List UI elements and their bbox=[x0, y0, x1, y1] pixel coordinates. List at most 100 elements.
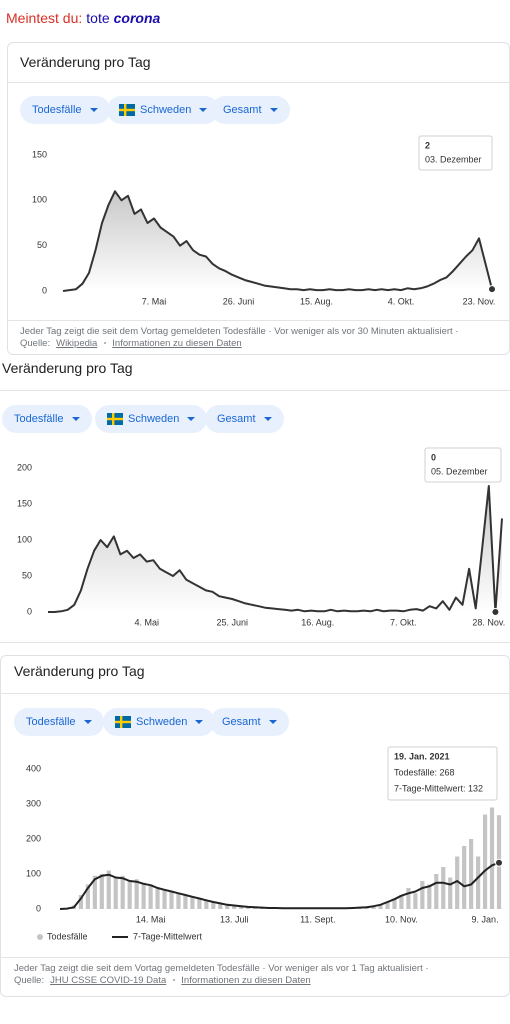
legend-label: 7-Tage-Mittelwert bbox=[133, 931, 203, 941]
bar bbox=[197, 898, 202, 909]
filter-chip[interactable]: Gesamt bbox=[211, 96, 290, 124]
filter-chip[interactable]: Todesfälle bbox=[2, 405, 92, 433]
y-tick-label: 300 bbox=[26, 798, 41, 808]
dropdown-arrow bbox=[195, 720, 204, 724]
tooltip-title: 19. Jan. 2021 bbox=[394, 751, 450, 761]
filter-chip[interactable]: Gesamt bbox=[205, 405, 284, 433]
x-tick-label: 14. Mai bbox=[136, 914, 166, 924]
bar bbox=[239, 906, 244, 909]
dropdown-arrow bbox=[268, 720, 277, 724]
y-tick-label: 100 bbox=[26, 868, 41, 878]
bar bbox=[141, 882, 146, 909]
bar bbox=[120, 875, 125, 909]
suggestion-word[interactable]: corona bbox=[113, 10, 161, 26]
filter-chip[interactable]: Schweden bbox=[95, 405, 208, 433]
y-tick-label: 200 bbox=[26, 833, 41, 843]
x-tick-label: 11. Sept. bbox=[300, 914, 335, 924]
source-label: Quelle: bbox=[20, 338, 51, 349]
flag-icon bbox=[107, 413, 123, 425]
bar bbox=[134, 879, 139, 909]
bar bbox=[85, 884, 90, 909]
x-tick-label: 4. Mai bbox=[134, 617, 159, 627]
bar bbox=[462, 846, 467, 909]
bar bbox=[413, 893, 418, 909]
line bbox=[59, 861, 500, 910]
x-tick-label: 13. Juli bbox=[220, 914, 249, 924]
bar bbox=[420, 881, 425, 909]
bar bbox=[106, 870, 111, 909]
chip-label: Gesamt bbox=[223, 104, 262, 116]
divider bbox=[0, 957, 510, 958]
dropdown-arrow bbox=[199, 108, 208, 112]
bar bbox=[392, 898, 397, 909]
bar bbox=[218, 903, 223, 909]
bar bbox=[190, 896, 195, 909]
bar bbox=[78, 895, 83, 909]
source-line: Quelle: JHU CSSE COVID-19 Data Information… bbox=[14, 975, 311, 986]
filter-chip[interactable]: Schweden bbox=[107, 96, 220, 124]
did-you-mean: Meintest du: tote corona bbox=[6, 10, 160, 26]
y-tick-label: 50 bbox=[22, 570, 32, 580]
footnote: Jeder Tag zeigt die seit dem Vortag geme… bbox=[14, 963, 429, 974]
source-link[interactable]: Wikipedia bbox=[56, 338, 98, 349]
chip-label: Todesfälle bbox=[14, 413, 64, 425]
bar bbox=[225, 904, 230, 909]
bar bbox=[169, 891, 174, 909]
bar bbox=[92, 875, 97, 909]
y-tick-label: 50 bbox=[37, 240, 47, 250]
legend-marker bbox=[37, 934, 43, 940]
legend-label: Todesfälle bbox=[47, 931, 88, 941]
dropdown-arrow bbox=[263, 417, 272, 421]
footnote: Jeder Tag zeigt die seit dem Vortag geme… bbox=[20, 326, 459, 337]
bar bbox=[385, 902, 390, 909]
divider bbox=[7, 82, 510, 83]
bar bbox=[489, 807, 495, 909]
filter-chip[interactable]: Gesamt bbox=[210, 708, 289, 736]
x-tick-label: 26. Juni bbox=[223, 296, 255, 306]
filter-chip[interactable]: Todesfälle bbox=[20, 96, 110, 124]
area-fill bbox=[63, 191, 492, 291]
chip-label: Todesfälle bbox=[32, 104, 82, 116]
source-link[interactable]: JHU CSSE COVID-19 Data bbox=[50, 975, 167, 986]
bar bbox=[482, 814, 488, 909]
tooltip-box bbox=[424, 447, 502, 483]
y-tick-label: 0 bbox=[42, 285, 47, 295]
area-fill bbox=[48, 486, 502, 612]
card-title: Veränderung pro Tag bbox=[2, 360, 133, 376]
tooltip-line: Todesfälle: 268 bbox=[394, 767, 455, 777]
dropdown-arrow bbox=[83, 720, 92, 724]
bar bbox=[371, 906, 376, 909]
filter-chip[interactable]: Todesfälle bbox=[14, 708, 104, 736]
x-tick-label: 7. Mai bbox=[142, 296, 167, 306]
line bbox=[62, 190, 493, 292]
chip-label: Todesfälle bbox=[26, 716, 76, 728]
dropdown-arrow bbox=[71, 417, 80, 421]
highlight-dot bbox=[495, 858, 503, 867]
bar bbox=[469, 839, 474, 909]
divider bbox=[0, 390, 510, 391]
y-tick-label: 200 bbox=[17, 462, 32, 472]
bar bbox=[176, 893, 181, 909]
highlight-dot bbox=[491, 608, 500, 616]
separator-dot bbox=[104, 342, 107, 345]
x-tick-label: 10. Nov. bbox=[385, 914, 418, 924]
card-title: Veränderung pro Tag bbox=[14, 663, 145, 679]
source-line: Quelle: Wikipedia Informationen zu diesen … bbox=[20, 338, 242, 349]
chip-label: Schweden bbox=[128, 413, 180, 425]
card-title: Veränderung pro Tag bbox=[20, 54, 151, 70]
suggestion-word[interactable]: tote bbox=[86, 10, 110, 26]
y-tick-label: 0 bbox=[27, 606, 32, 616]
source-label: Quelle: bbox=[14, 975, 45, 986]
flag-icon bbox=[115, 716, 131, 728]
tooltip-box bbox=[387, 746, 498, 801]
info-link[interactable]: Informationen zu diesen Daten bbox=[112, 338, 242, 349]
chip-label: Gesamt bbox=[222, 716, 261, 728]
tooltip-value: 2 bbox=[425, 140, 430, 150]
divider bbox=[7, 320, 510, 321]
bar bbox=[155, 888, 160, 909]
info-link[interactable]: Informationen zu diesen Daten bbox=[181, 975, 311, 986]
bar bbox=[148, 884, 153, 909]
y-tick-label: 400 bbox=[26, 763, 41, 773]
filter-chip[interactable]: Schweden bbox=[103, 708, 216, 736]
x-tick-label: 25. Juni bbox=[216, 617, 248, 627]
